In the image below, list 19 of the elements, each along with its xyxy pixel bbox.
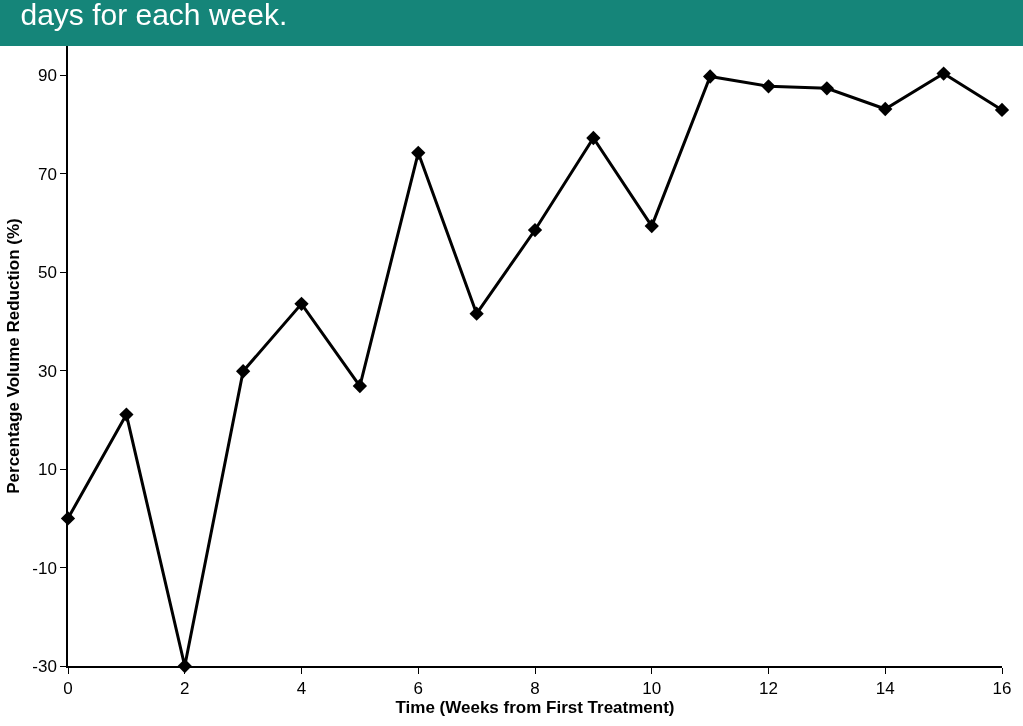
x-tick-label: 0	[63, 679, 73, 699]
x-tick-label: 4	[296, 679, 307, 699]
y-tick-label: -10	[32, 558, 57, 578]
x-tick-label: 8	[530, 679, 540, 699]
x-axis-title: Time (Weeks from First Treatment)	[395, 698, 675, 718]
y-tick-label: 90	[37, 66, 57, 86]
x-tick-label: 16	[992, 679, 1012, 699]
y-tick-label: -30	[32, 656, 57, 676]
chart-title: days for each week.	[20, 0, 288, 31]
x-tick-label: 6	[413, 679, 423, 699]
x-tick-label: 14	[875, 679, 895, 699]
x-tick-label: 2	[180, 679, 190, 699]
x-tick-label: 12	[759, 679, 778, 699]
y-tick-label: 50	[37, 263, 57, 283]
y-tick-label: 70	[37, 164, 57, 184]
y-tick-label: 30	[37, 361, 57, 381]
x-tick-label: 10	[642, 679, 662, 699]
y-axis-title: Percentage Volume Reduction (%)	[4, 218, 24, 494]
y-tick-label: 10	[37, 460, 57, 480]
